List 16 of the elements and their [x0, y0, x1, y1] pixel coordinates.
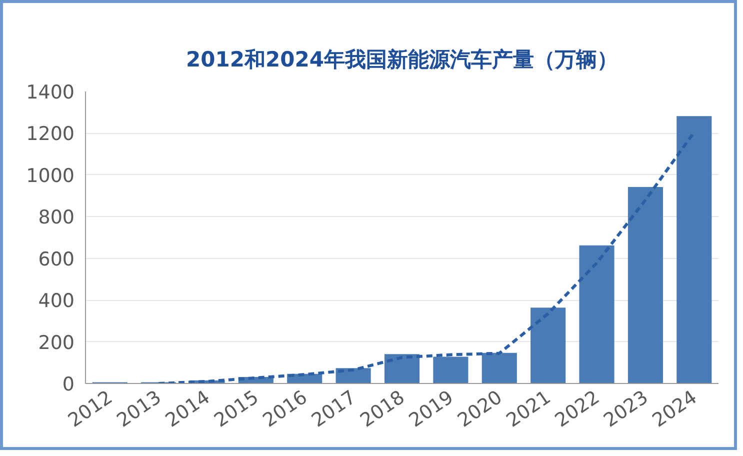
bar: [530, 308, 566, 384]
y-tick-label: 600: [38, 248, 74, 270]
bar: [628, 187, 663, 384]
bar: [384, 354, 420, 384]
y-tick-label: 1200: [26, 123, 75, 146]
bar: [579, 245, 614, 384]
y-tick-label: 800: [38, 206, 74, 229]
bar: [433, 356, 468, 384]
bar: [676, 116, 712, 384]
bar: [482, 352, 517, 384]
y-tick-label: 400: [38, 290, 74, 312]
y-tick-label: 200: [38, 332, 74, 354]
chart-title: 2012和2024年我国新能源汽车产量（万辆）: [186, 48, 618, 72]
y-tick-label: 1400: [26, 82, 75, 104]
y-tick-label: 1000: [26, 164, 75, 187]
y-tick-label: 0: [62, 374, 75, 396]
